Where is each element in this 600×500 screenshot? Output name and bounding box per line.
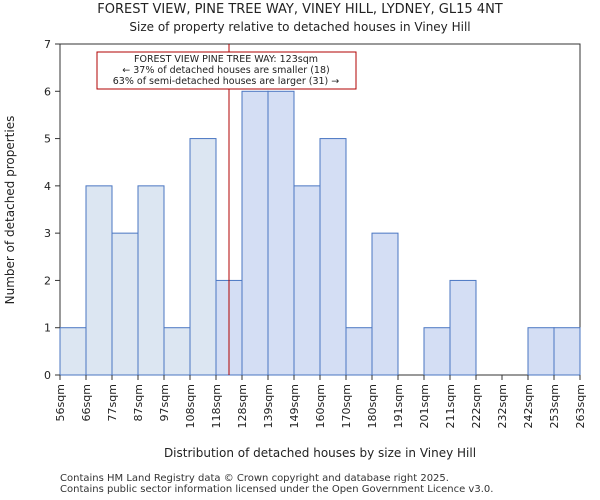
x-tick-label: 77sqm <box>106 384 119 421</box>
x-tick-label: 170sqm <box>340 384 353 428</box>
y-tick-label: 5 <box>44 133 51 146</box>
x-axis: 56sqm 66sqm 77sqm 87sqm 97sqm 108sqm 118sqm 128… <box>54 375 587 428</box>
x-tick-label: 118sqm <box>210 384 223 428</box>
x-tick-label: 180sqm <box>366 384 379 428</box>
y-tick-label: 0 <box>44 369 51 382</box>
bar-87sqm <box>137 185 165 376</box>
bar-66sqm <box>85 185 113 376</box>
bar-242sqm <box>527 327 555 376</box>
annotation-box: FOREST VIEW PINE TREE WAY: 123sqm ← 37% … <box>96 51 357 90</box>
x-tick-label: 97sqm <box>158 384 171 421</box>
bar-149sqm <box>293 185 321 376</box>
x-tick-label: 66sqm <box>80 384 93 421</box>
x-axis-label: Distribution of detached houses by size … <box>164 446 476 460</box>
bar-170sqm <box>345 327 373 376</box>
footer-line-2: Contains public sector information licen… <box>60 484 494 495</box>
y-tick-label: 1 <box>44 322 51 335</box>
bar-211sqm <box>449 279 477 376</box>
y-tick-label: 3 <box>44 227 51 240</box>
annotation-line-1: FOREST VIEW PINE TREE WAY: 123sqm <box>134 54 318 65</box>
annotation-line-2: ← 37% of detached houses are smaller (18… <box>122 65 329 76</box>
bar-180sqm <box>371 232 399 376</box>
x-tick-label: 56sqm <box>54 384 67 421</box>
annotation-line-3: 63% of semi-detached houses are larger (… <box>113 76 340 87</box>
y-tick-label: 4 <box>44 180 51 193</box>
chart-title: FOREST VIEW, PINE TREE WAY, VINEY HILL, … <box>97 2 503 17</box>
y-tick-label: 6 <box>44 85 51 98</box>
x-tick-label: 242sqm <box>522 384 535 428</box>
x-tick-label: 232sqm <box>496 384 509 428</box>
x-tick-label: 160sqm <box>314 384 327 428</box>
y-tick-label: 7 <box>44 38 51 51</box>
y-axis-label: Number of detached properties <box>3 116 17 305</box>
bar-139sqm <box>267 90 295 376</box>
bar-77sqm <box>111 232 139 376</box>
bars-group <box>59 90 581 376</box>
x-tick-label: 253sqm <box>548 384 561 428</box>
bar-160sqm <box>319 138 347 376</box>
x-tick-label: 191sqm <box>392 384 405 428</box>
bar-97sqm <box>163 327 191 376</box>
x-tick-label: 211sqm <box>444 384 457 428</box>
x-tick-label: 222sqm <box>470 384 483 428</box>
bar-56sqm <box>59 327 87 376</box>
x-tick-label: 108sqm <box>184 384 197 428</box>
footer-line-1: Contains HM Land Registry data © Crown c… <box>60 473 449 484</box>
bar-108sqm <box>189 138 217 376</box>
x-tick-label: 201sqm <box>418 384 431 428</box>
y-axis: 0 1 2 3 4 5 6 7 <box>44 38 60 382</box>
x-tick-label: 87sqm <box>132 384 145 421</box>
x-tick-label: 263sqm <box>574 384 587 428</box>
x-tick-label: 149sqm <box>288 384 301 428</box>
bar-253sqm <box>553 327 581 376</box>
bar-128sqm <box>241 90 269 376</box>
x-tick-label: 128sqm <box>236 384 249 428</box>
x-tick-label: 139sqm <box>262 384 275 428</box>
y-tick-label: 2 <box>44 274 51 287</box>
bar-201sqm <box>423 327 451 376</box>
chart-subtitle: Size of property relative to detached ho… <box>129 20 470 34</box>
